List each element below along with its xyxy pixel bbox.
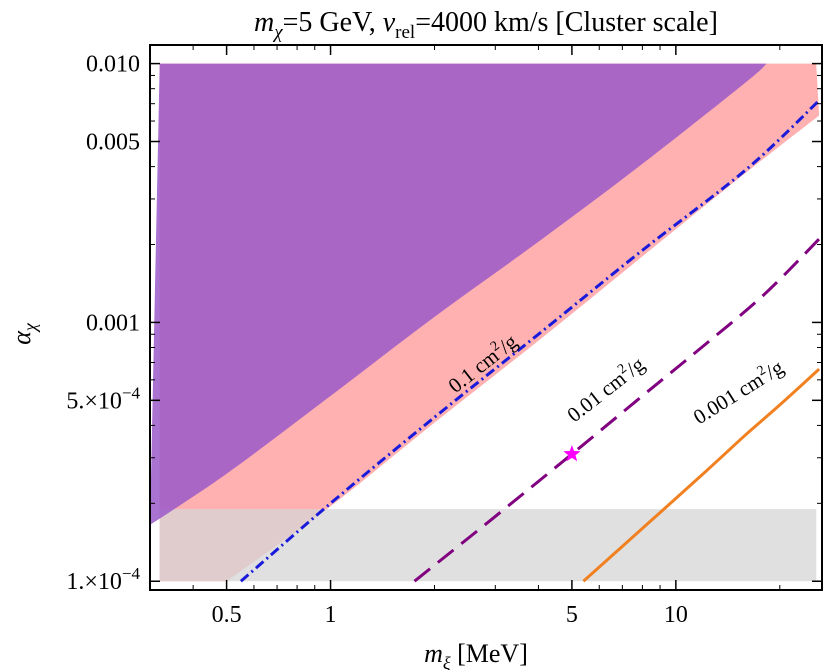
title-vel-symbol: v bbox=[383, 7, 396, 38]
x-axis-label: mξ [MeV] bbox=[424, 639, 528, 670]
title-mass-symbol: m bbox=[254, 7, 274, 38]
title-vel-value: =4000 km/s [Cluster scale] bbox=[415, 7, 718, 38]
x-tick-label: 0.5 bbox=[212, 602, 242, 628]
plot-area bbox=[150, 63, 821, 583]
y-tick-label: 0.001 bbox=[86, 310, 140, 336]
y-tick-label: 5.×10−4 bbox=[66, 383, 140, 414]
y-tick-label: 0.005 bbox=[86, 130, 140, 156]
plot-frame bbox=[149, 44, 823, 591]
purple-region bbox=[150, 63, 767, 525]
x-axis-label-unit: [MeV] bbox=[451, 639, 528, 668]
line-0.001-cm2-per-g bbox=[582, 367, 821, 583]
x-tick-label: 1 bbox=[325, 602, 337, 628]
title-mass-subscript: χ bbox=[272, 22, 283, 43]
annotation-0.001: 0.001 cm2/g bbox=[688, 354, 788, 429]
y-tick-label: 1.×10−4 bbox=[66, 564, 140, 595]
chart-title: mχ=5 GeV, vrel=4000 km/s [Cluster scale] bbox=[254, 7, 718, 43]
title-vel-subscript: rel bbox=[395, 22, 415, 43]
label-0001-group: 0.001 cm2/g bbox=[688, 354, 788, 429]
title-mass-value: =5 GeV, bbox=[283, 7, 383, 38]
y-tick-label: 0.010 bbox=[86, 52, 140, 78]
x-axis-label-subscript: ξ bbox=[443, 653, 451, 670]
line-0.1-cm2-per-g bbox=[239, 99, 821, 583]
annotation-0.01: 0.01 cm2/g bbox=[562, 351, 649, 427]
gray-region bbox=[159, 509, 817, 582]
x-tick-label: 10 bbox=[664, 602, 688, 628]
line-0.01-cm2-per-g bbox=[413, 237, 821, 583]
x-axis-label-symbol: m bbox=[424, 639, 443, 668]
y-axis-label-symbol: α bbox=[7, 330, 36, 345]
label-001-group: 0.01 cm2/g bbox=[562, 351, 649, 427]
benchmark-star-marker bbox=[563, 445, 581, 462]
y-axis-label-subscript: χ bbox=[20, 322, 40, 333]
y-axis-label: αχ bbox=[7, 322, 40, 345]
axis-ticks: 0.5 1 5 10 0.010 0.005 0.001 5.×10−4 1.×10−4 bbox=[66, 45, 822, 628]
x-tick-label: 5 bbox=[566, 602, 578, 628]
